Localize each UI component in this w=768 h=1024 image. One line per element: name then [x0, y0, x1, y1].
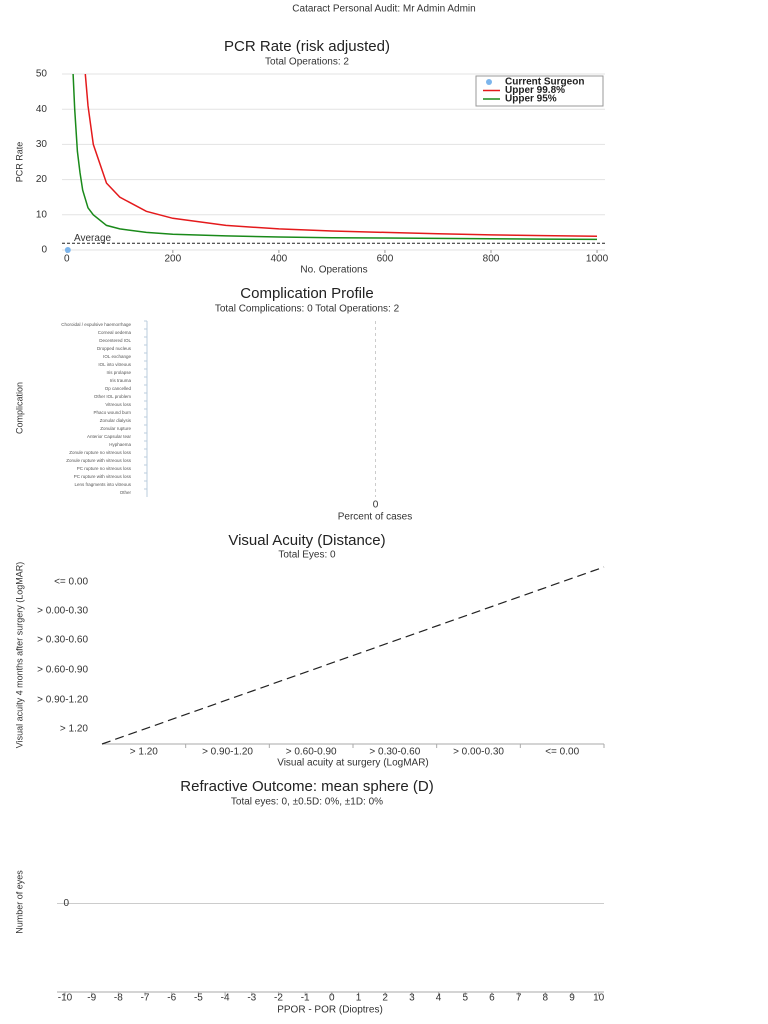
x-tick-label: 8 [543, 993, 549, 1004]
chart-subtitle: Total Complications: 0 Total Operations:… [215, 304, 400, 315]
y-tick-label: Anterior Capsular tear [87, 434, 132, 439]
x-tick-label: > 0.90-1.20 [202, 747, 253, 758]
reference-diagonal [101, 566, 605, 745]
chart-subtitle: Total eyes: 0, ±0.5D: 0%, ±1D: 0% [231, 797, 383, 808]
y-tick-label: > 0.30-0.60 [37, 635, 88, 646]
y-tick-label: IOL into vitreous [98, 362, 131, 367]
chart-title: PCR Rate (risk adjusted) [224, 38, 390, 55]
y-tick-label: Zonule rupture no vitreous loss [69, 450, 132, 455]
x-tick-label: 7 [516, 993, 522, 1004]
y-tick-label: Zonular rupture [100, 426, 131, 431]
legend-marker [486, 79, 492, 85]
x-tick-label: -9 [87, 993, 96, 1004]
y-tick-label: PC rupture no vitreous loss [77, 466, 132, 471]
y-tick-label: Vitreous loss [105, 402, 131, 407]
y-axis-label: Visual acuity 4 months after surgery (Lo… [14, 562, 24, 748]
series-line [84, 74, 598, 238]
y-tick-label: Op cancelled [105, 386, 132, 391]
x-tick-label: -6 [167, 993, 176, 1004]
x-tick-label: 2 [382, 993, 388, 1004]
y-axis-label: Complication [14, 382, 24, 434]
x-tick-label: -3 [247, 993, 256, 1004]
x-tick-label: > 0.30-0.60 [369, 747, 420, 758]
y-tick-label: > 0.60-0.90 [37, 665, 88, 676]
x-tick-label: 200 [164, 254, 181, 265]
chart-subtitle: Total Operations: 2 [265, 57, 349, 68]
y-tick-label: Lens fragments into vitreous [74, 482, 131, 487]
chart-title: Refractive Outcome: mean sphere (D) [180, 778, 433, 795]
y-tick-label: Dropped nucleus [97, 346, 132, 351]
x-tick-label: 9 [569, 993, 575, 1004]
series-line [72, 74, 598, 241]
y-tick-label: Phaco wound burn [93, 410, 131, 415]
y-tick-label: > 1.20 [60, 724, 89, 735]
y-tick-label: PC rupture with vitreous loss [74, 474, 132, 479]
y-tick-label: 0 [63, 898, 69, 909]
y-tick-label: 40 [36, 104, 48, 115]
x-axis-label: Percent of cases [338, 512, 412, 523]
x-tick-label: -10 [58, 993, 73, 1004]
x-axis-label: No. Operations [300, 265, 367, 276]
y-tick-label: 0 [41, 245, 47, 256]
y-tick-label: Other IOL problem [94, 394, 131, 399]
x-tick-label: -4 [221, 993, 230, 1004]
y-tick-label: Zonular dialysis [100, 418, 132, 423]
x-tick-label: -7 [141, 993, 150, 1004]
y-tick-label: 30 [36, 139, 48, 150]
y-tick-label: Other [120, 490, 132, 495]
x-tick-label: 4 [436, 993, 442, 1004]
x-tick-label: 1 [356, 993, 362, 1004]
data-point [64, 247, 71, 253]
x-tick-label: 10 [593, 993, 605, 1004]
y-tick-label: Decentered IOL [99, 338, 131, 343]
chart-title: Complication Profile [240, 285, 373, 302]
y-tick-label: Iris trauma [110, 378, 132, 383]
y-tick-label: Choroidal / expulsive haemorrhage [61, 322, 131, 327]
y-tick-label: > 0.90-1.20 [37, 695, 88, 706]
x-tick-label: > 0.60-0.90 [286, 747, 337, 758]
average-label: Average [74, 233, 112, 244]
x-tick-label: > 1.20 [130, 747, 159, 758]
y-tick-label: Zonule rupture with vitreous loss [66, 458, 132, 463]
x-tick-label: 6 [489, 993, 495, 1004]
y-tick-label: Hyphaema [109, 442, 131, 447]
y-tick-label: IOL exchange [103, 354, 131, 359]
legend-label: Upper 95% [505, 94, 557, 105]
x-tick-label: 400 [271, 254, 288, 265]
x-tick-label: -5 [194, 993, 203, 1004]
y-tick-label: Corneal oedema [98, 330, 132, 335]
y-tick-label: 10 [36, 209, 48, 220]
x-tick-label: 800 [483, 254, 500, 265]
x-tick-label: 600 [377, 254, 394, 265]
y-axis-label: PCR Rate [14, 142, 24, 183]
x-axis-label: PPOR - POR (Dioptres) [277, 1005, 383, 1016]
legend-label: Upper 99.8% [505, 85, 565, 96]
y-tick-label: <= 0.00 [54, 577, 88, 588]
y-tick-label: > 0.00-0.30 [37, 606, 88, 617]
y-axis-label: Number of eyes [14, 870, 24, 934]
chart-subtitle: Total Eyes: 0 [278, 550, 336, 561]
x-tick-label: 0 [64, 254, 70, 265]
legend-label: Current Surgeon [505, 77, 584, 88]
y-tick-label: Iris prolapse [106, 370, 131, 375]
x-tick-label: 3 [409, 993, 415, 1004]
x-tick-label: 1000 [586, 254, 609, 265]
chart-title: Visual Acuity (Distance) [228, 532, 385, 549]
x-tick-label: 0 [329, 993, 335, 1004]
x-tick-label: -8 [114, 993, 123, 1004]
x-tick-label: -2 [274, 993, 283, 1004]
x-tick-label: -1 [301, 993, 310, 1004]
x-tick-label: 5 [462, 993, 468, 1004]
page-title: Cataract Personal Audit: Mr Admin Admin [292, 4, 475, 15]
x-tick-label: > 0.00-0.30 [453, 747, 504, 758]
plot-area [72, 74, 598, 241]
y-tick-label: 20 [36, 174, 48, 185]
x-tick-label: 0 [373, 500, 379, 511]
x-tick-label: <= 0.00 [545, 747, 579, 758]
y-tick-label: 50 [36, 69, 48, 80]
x-axis-label: Visual acuity at surgery (LogMAR) [277, 758, 429, 769]
